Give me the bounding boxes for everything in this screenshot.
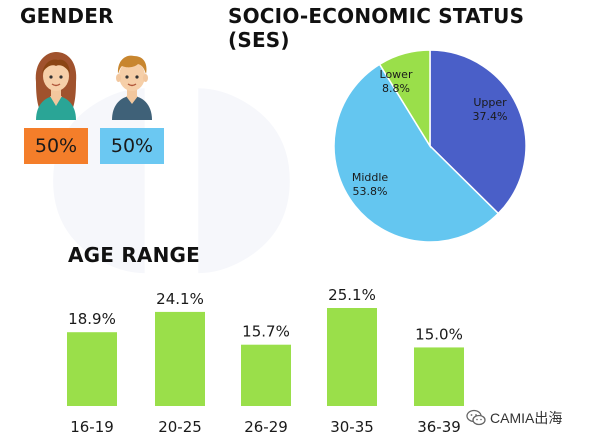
bar-category-label: 30-35 [330,418,374,436]
pie-value-middle: 53.8% [353,185,388,198]
bar-value-label: 25.1% [328,286,376,304]
pie-label-upper: Upper [473,96,507,109]
wechat-brand-watermark: CAMIA出海 [466,408,562,428]
wechat-brand-label: CAMIA出海 [490,410,563,426]
pie-slice-lower [378,49,431,149]
bar-value-label: 15.0% [415,325,463,343]
gender-title: GENDER [20,4,114,28]
pie-label-lower: Lower [380,68,413,81]
bar-category-label: 36-39 [417,418,461,436]
wechat-icon [466,409,486,426]
age-range-bar-chart: 18.9% 16-19 24.1% 20-25 15.7% 26-29 25.1% 30-35… [67,286,464,436]
male-percent-badge: 50% [100,128,164,164]
bar-16-19 [67,332,117,406]
pie-slice-middle [333,63,500,243]
bar-30-35 [327,308,377,406]
bar-value-label: 18.9% [68,310,116,328]
female-person-icon [28,48,84,125]
bar-category-label: 16-19 [70,418,114,436]
bar-category-label: 26-29 [244,418,288,436]
bar-category-label: 20-25 [158,418,202,436]
pie-value-upper: 37.4% [473,110,508,123]
ses-title: SOCIO-ECONOMIC STATUS (SES) [228,4,525,52]
pie-label-middle: Middle [352,171,389,184]
pie-slice-upper [429,49,527,215]
age-range-title: AGE RANGE [68,243,201,267]
female-percent-badge: 50% [24,128,88,164]
pie-value-lower: 8.8% [382,82,410,95]
bar-value-label: 15.7% [242,323,290,341]
bar-20-25 [155,311,205,406]
bar-36-39 [414,347,464,406]
male-person-icon [104,48,160,125]
bar-26-29 [241,344,291,406]
bar-value-label: 24.1% [156,290,204,308]
